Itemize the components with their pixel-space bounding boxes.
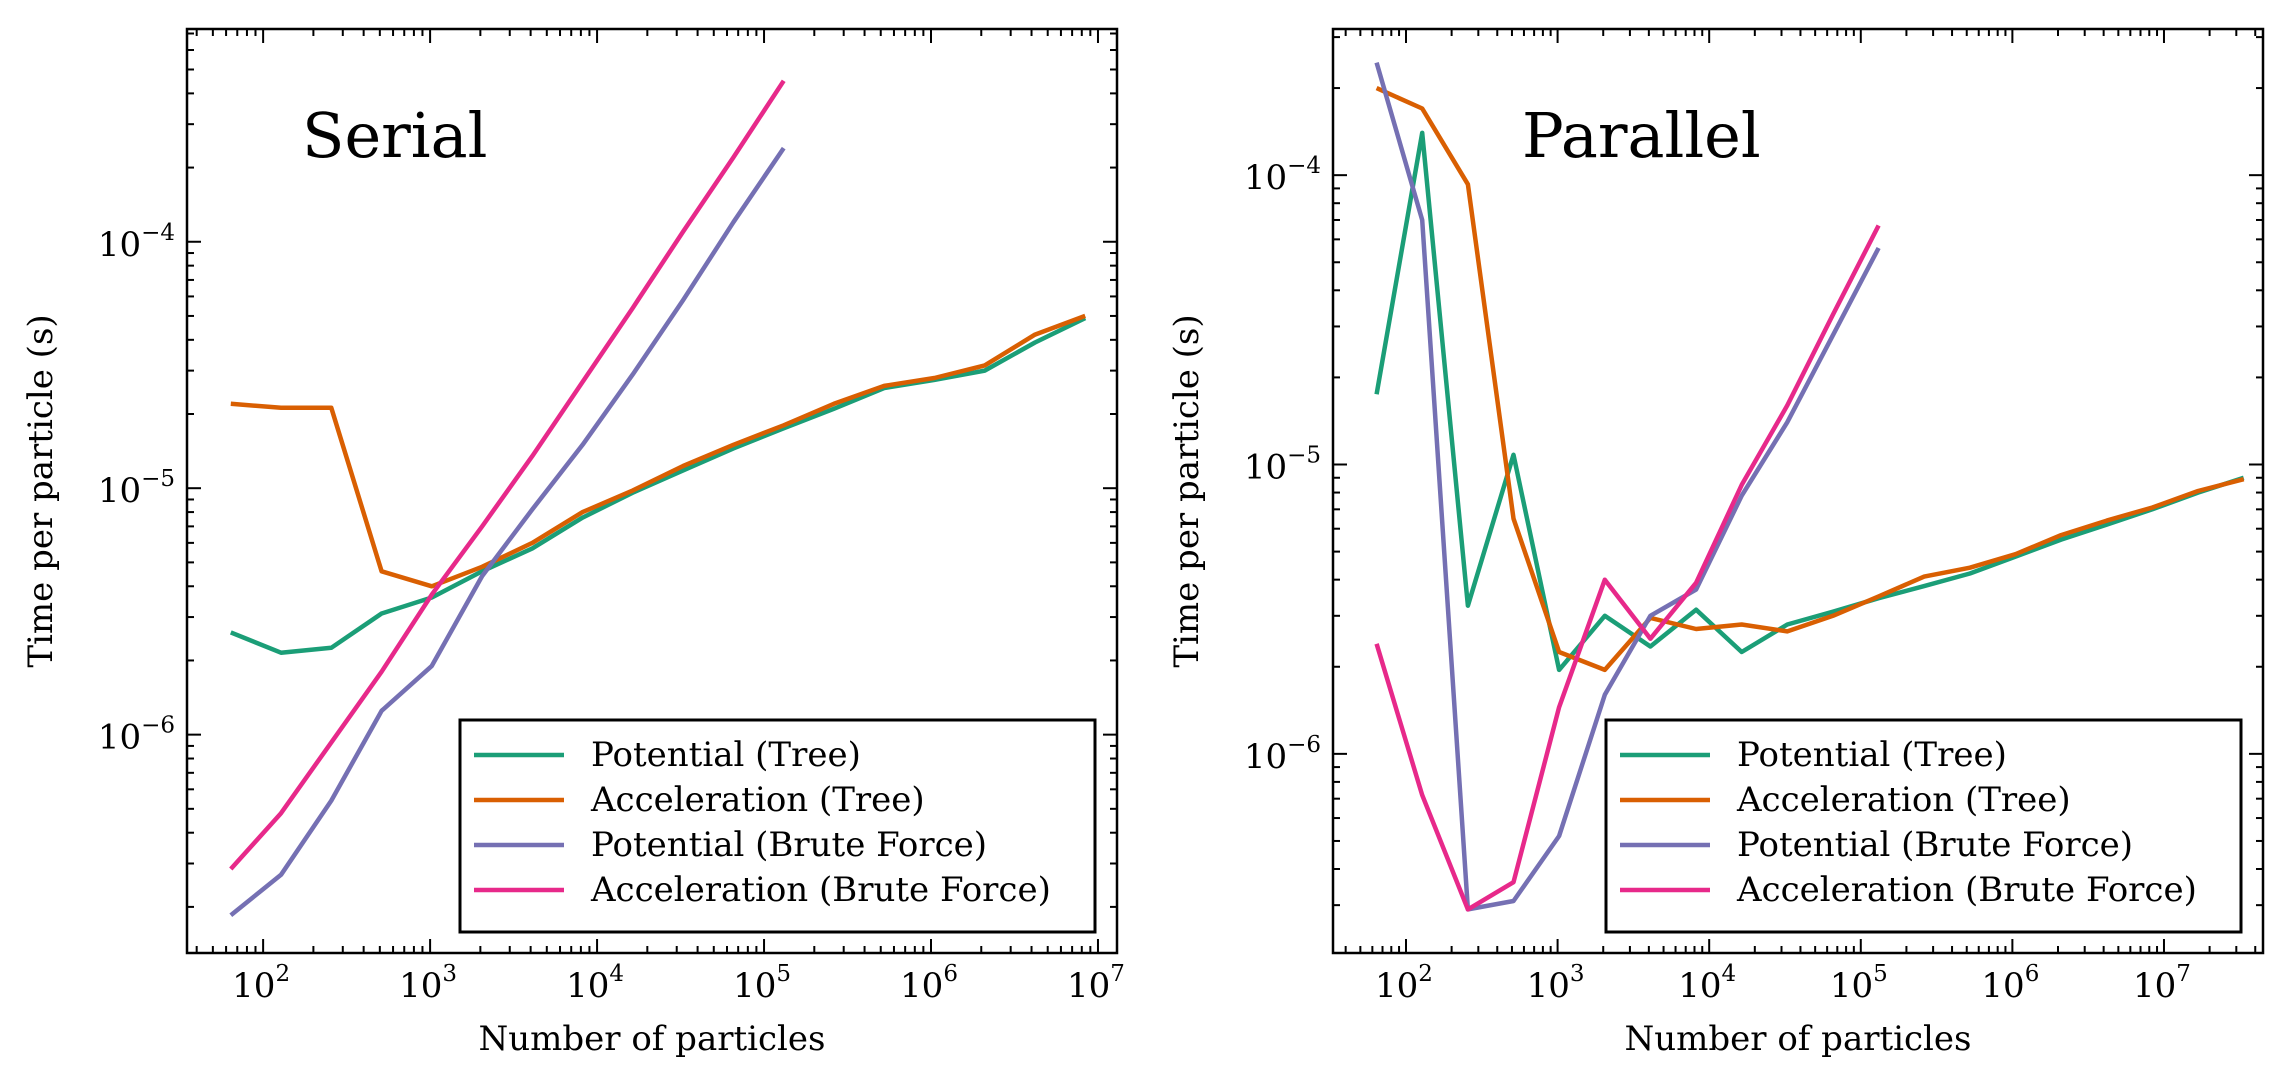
legend-label: Acceleration (Tree)	[1736, 780, 2071, 820]
series-line-potential-tree	[229, 316, 1087, 655]
x-tick-label: 103	[1527, 961, 1585, 1006]
legend-label: Potential (Tree)	[591, 735, 861, 775]
legend: Potential (Tree) Acceleration (Tree) Poten…	[458, 718, 1097, 934]
y-tick-labels: 10−6 10−5 10−4	[98, 220, 175, 758]
x-tick-label: 102	[232, 961, 290, 1006]
x-tick-label: 106	[900, 961, 958, 1006]
y-axis-label: Time per particle (s)	[1167, 314, 1207, 667]
x-tick-labels: 102 103 104 105 106 107	[232, 961, 1125, 1006]
y-tick-label: 10−5	[98, 466, 175, 511]
legend-label: Acceleration (Brute Force)	[590, 870, 1051, 910]
x-tick-label: 104	[1678, 961, 1736, 1006]
parallel-panel: 102 103 104 105 106 107 10−6 10−5 10−4 Parallel Nu…	[1167, 27, 2265, 1059]
x-tick-label: 102	[1375, 961, 1433, 1006]
series-line-acceleration-tree	[1375, 86, 2245, 673]
y-tick-label: 10−5	[1244, 443, 1321, 488]
x-axis-label: Number of particles	[478, 1019, 825, 1059]
panel-title: Serial	[302, 99, 487, 172]
legend-box	[458, 718, 1097, 934]
y-tick-label: 10−6	[98, 713, 175, 758]
x-axis-label: Number of particles	[1624, 1019, 1971, 1059]
y-axis-label: Time per particle (s)	[21, 314, 61, 667]
x-tick-label: 103	[399, 961, 457, 1006]
series-line-acceleration-brute	[1374, 224, 1881, 912]
series-line-potential-brute	[229, 146, 786, 917]
x-tick-label: 107	[2133, 961, 2191, 1006]
legend-label: Potential (Tree)	[1737, 735, 2007, 775]
legend: Potential (Tree) Acceleration (Tree) Poten…	[1604, 718, 2243, 934]
series-line-potential-tree	[1374, 130, 2245, 673]
legend-label: Potential (Brute Force)	[1737, 825, 2133, 865]
x-tick-label: 105	[1830, 961, 1888, 1006]
x-tick-label: 104	[566, 961, 624, 1006]
legend-label: Acceleration (Brute Force)	[1736, 870, 2197, 910]
y-tick-label: 10−4	[98, 220, 175, 265]
y-tick-labels: 10−6 10−5 10−4	[1244, 153, 1321, 777]
panel-title: Parallel	[1522, 99, 1761, 172]
plot-frame	[1331, 27, 2265, 955]
legend-label: Acceleration (Tree)	[590, 780, 925, 820]
series-lines	[229, 79, 1087, 917]
series-line-acceleration-tree	[230, 313, 1086, 589]
y-tick-label: 10−4	[1244, 153, 1321, 198]
series-line-acceleration-brute	[229, 79, 786, 871]
x-tick-label: 106	[1981, 961, 2039, 1006]
series-lines	[1374, 61, 2245, 912]
series-line-potential-brute	[1374, 61, 1881, 912]
serial-panel: 102 103 104 105 106 107 10−6 10−5 10−4 Serial Numb…	[21, 27, 1125, 1059]
y-tick-label: 10−6	[1244, 732, 1321, 777]
x-tick-labels: 102 103 104 105 106 107	[1375, 961, 2191, 1006]
x-tick-label: 105	[733, 961, 791, 1006]
plot-frame	[185, 27, 1119, 955]
legend-label: Potential (Brute Force)	[591, 825, 987, 865]
x-tick-label: 107	[1067, 961, 1125, 1006]
legend-box	[1604, 718, 2243, 934]
